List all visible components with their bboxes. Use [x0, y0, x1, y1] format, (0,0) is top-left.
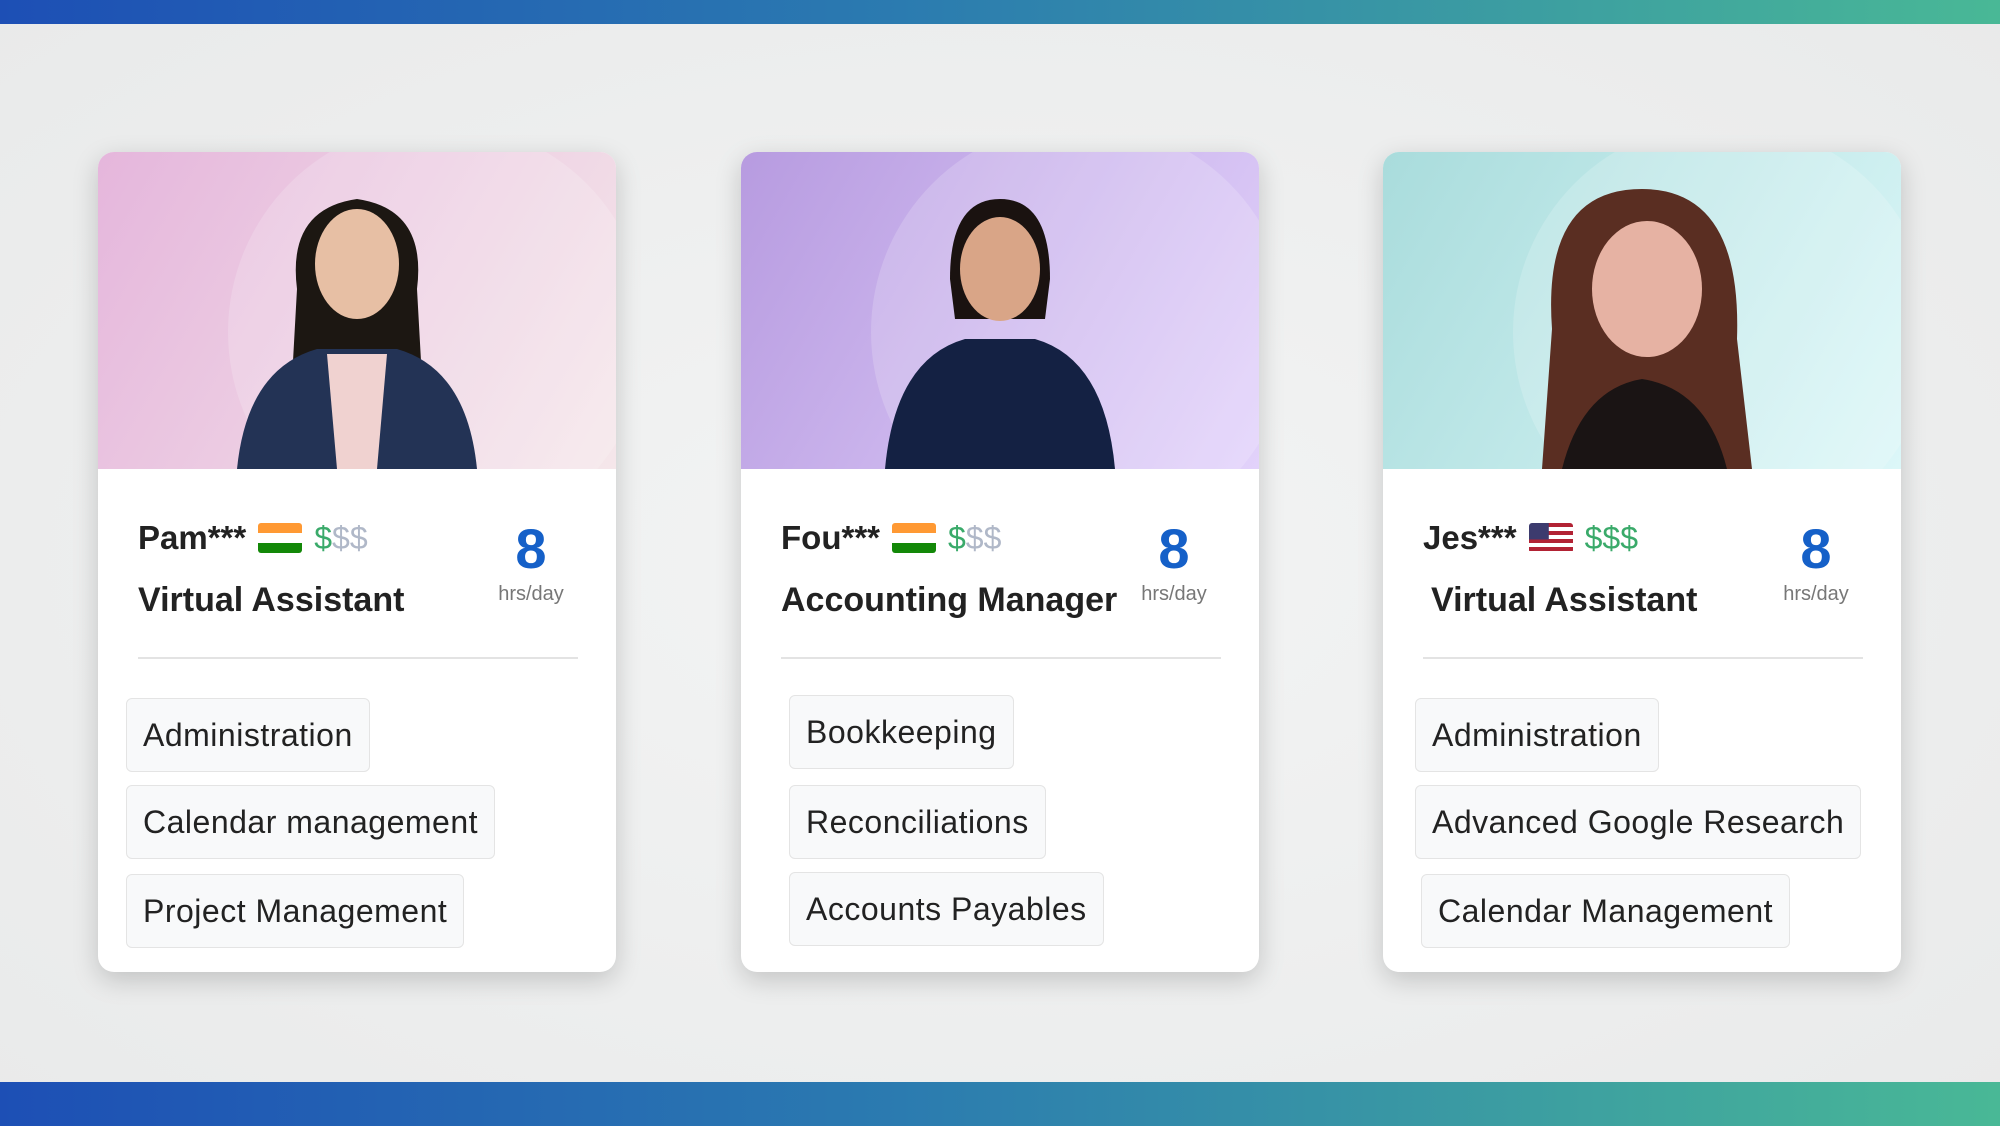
job-title: Virtual Assistant: [1431, 581, 1698, 619]
candidate-card-pam[interactable]: Pam*** $$$ Virtual Assistant 8 hrs/day Ad…: [98, 152, 616, 972]
usa-flag-icon: [1528, 523, 1573, 553]
price-tier: $$$: [314, 519, 368, 556]
divider: [138, 657, 578, 659]
candidate-name: Fou*** $$$: [781, 519, 1002, 556]
skill-tag: Bookkeeping: [789, 695, 1014, 769]
divider: [781, 657, 1221, 659]
skill-tag: Advanced Google Research: [1415, 785, 1862, 859]
hours-per-day: 8 hrs/day: [1783, 517, 1849, 606]
divider: [1423, 657, 1863, 659]
india-flag-icon: [892, 523, 936, 553]
job-title: Accounting Manager: [781, 581, 1118, 619]
profile-photo: [98, 152, 616, 469]
hours-per-day: 8 hrs/day: [498, 517, 564, 606]
profile-photo: [1383, 152, 1901, 469]
price-tier: $$$: [1584, 519, 1638, 556]
india-flag-icon: [258, 523, 303, 553]
candidate-card-fou[interactable]: Fou*** $$$ Accounting Manager 8 hrs/day B…: [741, 152, 1259, 972]
skill-tag: Accounts Payables: [789, 872, 1104, 946]
hours-per-day: 8 hrs/day: [1141, 517, 1207, 606]
skill-tag: Calendar management: [126, 785, 496, 859]
person-portrait: [237, 199, 477, 469]
profile-photo: [741, 152, 1259, 469]
person-portrait: [1542, 189, 1752, 469]
person-portrait: [885, 199, 1115, 469]
skill-tag: Reconciliations: [789, 785, 1046, 859]
job-title: Virtual Assistant: [138, 581, 405, 619]
candidate-name: Pam*** $$$: [138, 519, 368, 556]
price-tier: $$$: [948, 519, 1002, 556]
candidate-card-jes[interactable]: Jes*** $$$ Virtual Assistant 8 hrs/day Ad…: [1383, 152, 1901, 972]
skill-tag: Project Management: [126, 874, 465, 948]
skill-tag: Administration: [126, 698, 370, 772]
skill-tag: Calendar Management: [1421, 874, 1791, 948]
skill-tag: Administration: [1415, 698, 1659, 772]
bottom-banner: [0, 1082, 2000, 1126]
candidate-name: Jes*** $$$: [1423, 519, 1638, 556]
top-banner: [0, 0, 2000, 24]
